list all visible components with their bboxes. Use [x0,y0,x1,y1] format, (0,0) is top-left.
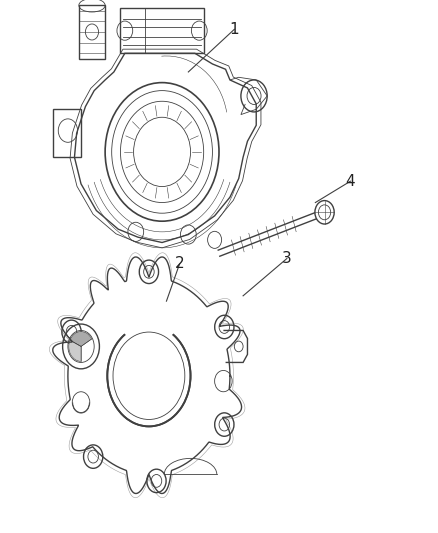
Bar [79,5,105,59]
Wedge shape [70,332,92,346]
Text: 1: 1 [230,22,239,37]
Bar [120,8,204,53]
Wedge shape [69,340,81,361]
Text: 3: 3 [282,251,292,266]
Text: 4: 4 [346,174,355,189]
Text: 2: 2 [175,256,184,271]
Bar [53,109,81,157]
